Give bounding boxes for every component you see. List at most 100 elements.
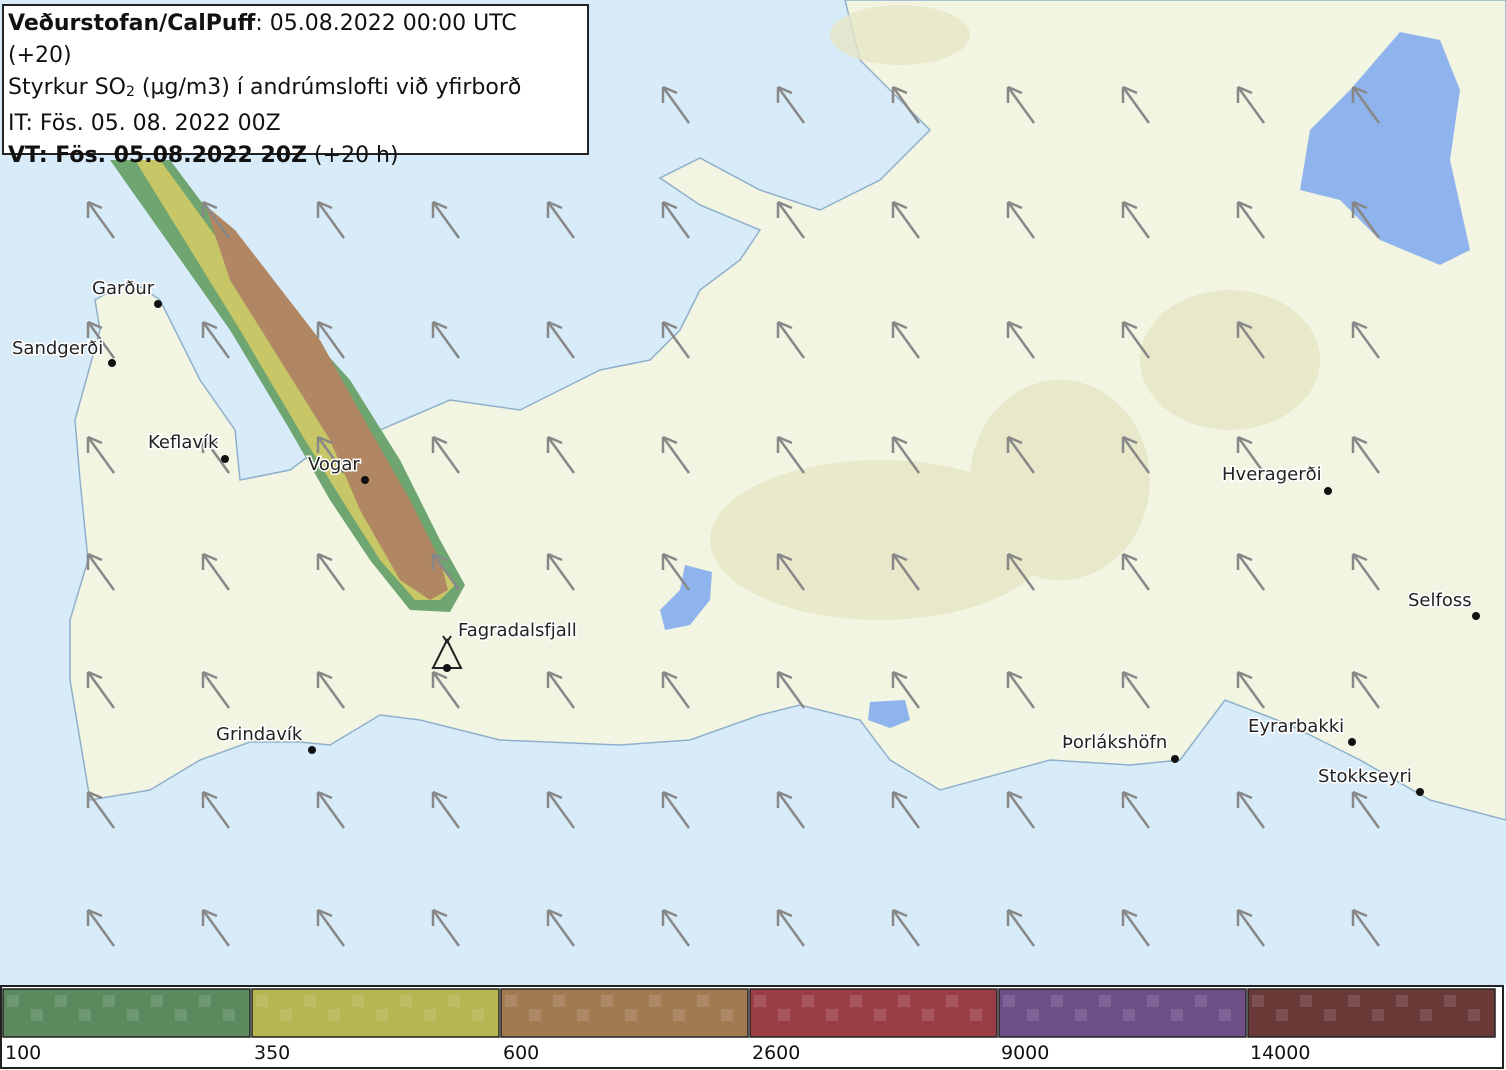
arrow-shaft [546, 790, 576, 829]
wind-arrow [1236, 790, 1266, 829]
wind-arrow [1006, 790, 1036, 829]
quantity: (µg/m3) í andrúmslofti við yfirborð [134, 75, 522, 100]
arrow-shaft [1121, 435, 1151, 474]
arrow-shaft [1121, 320, 1151, 359]
wind-arrow [1006, 320, 1036, 359]
arrow-shaft [1121, 790, 1151, 829]
swatch-texture [1300, 995, 1312, 1007]
wind-arrow [431, 200, 461, 239]
swatch-texture [1123, 1009, 1135, 1021]
wind-arrow [661, 670, 691, 709]
wind-arrow [86, 200, 116, 239]
swatch-texture [1276, 1009, 1288, 1021]
swatch-texture [1195, 995, 1207, 1007]
wind-arrow [891, 670, 921, 709]
arrow-shaft [891, 320, 921, 359]
swatch-texture [577, 1009, 589, 1021]
place-label: Grindavík [216, 724, 303, 745]
arrow-shaft [431, 552, 461, 591]
wind-arrow [86, 552, 116, 591]
legend-swatch [998, 988, 1247, 1038]
arrow-shaft [1121, 552, 1151, 591]
arrow-shaft [661, 320, 691, 359]
place-dot [1348, 738, 1356, 746]
wind-arrow [316, 200, 346, 239]
swatch-texture [625, 1009, 637, 1021]
wind-arrow [201, 435, 231, 474]
wind-arrow [431, 320, 461, 359]
legend-swatch [1247, 988, 1496, 1038]
arrow-shaft [201, 670, 231, 709]
arrow-shaft [661, 790, 691, 829]
swatch-texture [1003, 995, 1015, 1007]
arrow-shaft [316, 552, 346, 591]
wind-arrow [316, 320, 346, 359]
arrow-shaft [776, 200, 806, 239]
wind-arrow [1351, 200, 1381, 239]
wind-arrow [1006, 908, 1036, 947]
place-label: Keflavík [148, 432, 219, 453]
arrow-shaft [1121, 200, 1151, 239]
wind-arrow [316, 435, 346, 474]
run: : 05.08.2022 00:00 UTC (+20) [8, 11, 517, 68]
wind-arrow [1006, 85, 1036, 124]
wind-arrow [1121, 908, 1151, 947]
swatch-texture [1219, 1009, 1231, 1021]
swatch-texture [256, 995, 268, 1007]
wind-arrow [1121, 200, 1151, 239]
arrow-shaft [1121, 670, 1151, 709]
arrow-shaft [776, 85, 806, 124]
arrow-shaft [316, 670, 346, 709]
arrow-shaft [86, 790, 116, 829]
swatch-texture [1348, 995, 1360, 1007]
arrow-shaft [1236, 670, 1266, 709]
swatch-texture [175, 1009, 187, 1021]
arrow-shaft [316, 200, 346, 239]
arrow-shaft [776, 320, 806, 359]
arrow-shaft [1351, 320, 1381, 359]
place-dot [154, 300, 162, 308]
wind-arrow [661, 552, 691, 591]
wind-arrow [1121, 85, 1151, 124]
arrow-shaft [1121, 85, 1151, 124]
swatch-texture [31, 1009, 43, 1021]
wind-arrow [546, 670, 576, 709]
swatch-texture [400, 995, 412, 1007]
wind-arrow [1236, 552, 1266, 591]
arrow-shaft [86, 435, 116, 474]
wind-arrow [431, 908, 461, 947]
wind-arrow [661, 200, 691, 239]
arrow-shaft [431, 435, 461, 474]
header-line: Styrkur SO2 (µg/m3) í andrúmslofti við y… [8, 72, 587, 108]
arrow-shaft [1006, 670, 1036, 709]
wind-arrow [891, 790, 921, 829]
wind-arrow [546, 908, 576, 947]
arrow-shaft [1236, 908, 1266, 947]
swatch-texture [898, 995, 910, 1007]
arrow-shaft [776, 908, 806, 947]
quantity-sub: 2 [125, 84, 135, 100]
arrow-shaft [1006, 908, 1036, 947]
wind-arrow [891, 908, 921, 947]
place-label: Stokkseyri [1318, 766, 1412, 787]
swatch-texture [352, 995, 364, 1007]
place-dot [443, 664, 451, 672]
arrow-shaft [1006, 200, 1036, 239]
swatch-texture [946, 995, 958, 1007]
wind-arrow [1006, 435, 1036, 474]
wind-arrow [201, 908, 231, 947]
wind-arrow [1351, 85, 1381, 124]
swatch-texture [1075, 1009, 1087, 1021]
swatch-texture [1147, 995, 1159, 1007]
wind-arrow [86, 908, 116, 947]
arrow-shaft [316, 908, 346, 947]
arrow-shaft [546, 552, 576, 591]
arrow-shaft [661, 435, 691, 474]
wind-arrow [431, 552, 461, 591]
wind-arrow [661, 85, 691, 124]
arrow-shaft [1236, 85, 1266, 124]
arrow-shaft [546, 908, 576, 947]
swatch-texture [55, 995, 67, 1007]
swatch-texture [697, 995, 709, 1007]
